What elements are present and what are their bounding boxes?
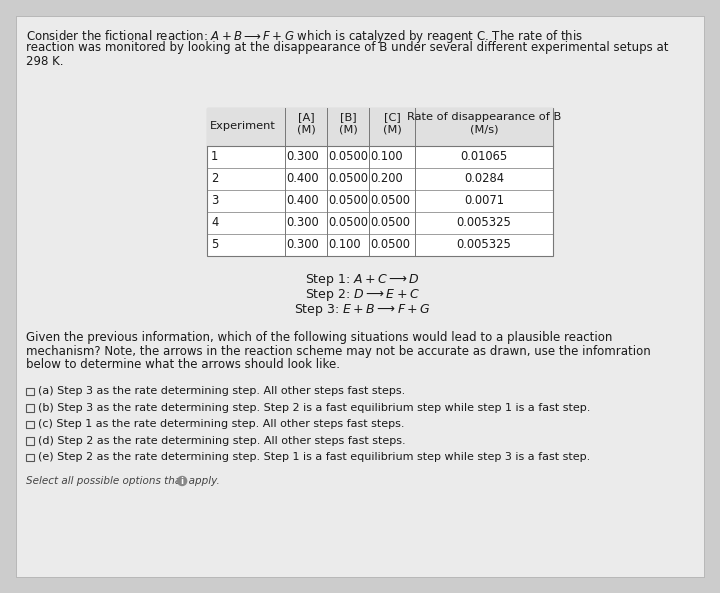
Text: 1: 1 bbox=[211, 151, 218, 164]
Text: Step 1: $A + C \longrightarrow D$: Step 1: $A + C \longrightarrow D$ bbox=[305, 272, 420, 288]
Text: 298 K.: 298 K. bbox=[26, 55, 63, 68]
Text: (d) Step 2 as the rate determining step. All other steps fast steps.: (d) Step 2 as the rate determining step.… bbox=[37, 436, 405, 446]
Text: 5: 5 bbox=[211, 238, 218, 251]
Text: 0.300: 0.300 bbox=[286, 151, 319, 164]
Text: reaction was monitored by looking at the disappearance of B under several differ: reaction was monitored by looking at the… bbox=[26, 42, 668, 55]
Text: 0.400: 0.400 bbox=[286, 195, 319, 208]
Text: 0.0500: 0.0500 bbox=[328, 216, 368, 229]
Text: 0.0284: 0.0284 bbox=[464, 173, 504, 186]
Text: [C]: [C] bbox=[384, 112, 400, 122]
Text: mechanism? Note, the arrows in the reaction scheme may not be accurate as drawn,: mechanism? Note, the arrows in the react… bbox=[26, 345, 651, 358]
Text: 2: 2 bbox=[211, 173, 218, 186]
Text: 0.0500: 0.0500 bbox=[370, 238, 410, 251]
Text: 0.300: 0.300 bbox=[286, 216, 319, 229]
Bar bbox=[26, 454, 34, 461]
Bar bbox=[207, 108, 553, 256]
Text: 0.0071: 0.0071 bbox=[464, 195, 504, 208]
Text: Consider the fictional reaction: $A + B \longrightarrow F + G$ which is catalyze: Consider the fictional reaction: $A + B … bbox=[26, 28, 583, 45]
Text: 0.01065: 0.01065 bbox=[460, 151, 508, 164]
Text: [A]: [A] bbox=[297, 112, 315, 122]
Text: 4: 4 bbox=[211, 216, 218, 229]
FancyBboxPatch shape bbox=[16, 16, 704, 577]
Text: [B]: [B] bbox=[340, 112, 356, 122]
Text: Step 2: $D \longrightarrow E + C$: Step 2: $D \longrightarrow E + C$ bbox=[305, 287, 420, 303]
Text: 0.100: 0.100 bbox=[370, 151, 402, 164]
Text: i: i bbox=[181, 477, 184, 486]
Text: (M): (M) bbox=[297, 124, 315, 134]
Bar bbox=[26, 404, 34, 412]
Text: (b) Step 3 as the rate determining step. Step 2 is a fast equilibrium step while: (b) Step 3 as the rate determining step.… bbox=[37, 403, 590, 413]
Text: 0.0500: 0.0500 bbox=[328, 195, 368, 208]
Text: 0.400: 0.400 bbox=[286, 173, 319, 186]
Text: below to determine what the arrows should look like.: below to determine what the arrows shoul… bbox=[26, 358, 340, 371]
Text: 0.005325: 0.005325 bbox=[456, 216, 511, 229]
Text: 0.100: 0.100 bbox=[328, 238, 361, 251]
Text: 0.005325: 0.005325 bbox=[456, 238, 511, 251]
Bar bbox=[26, 387, 34, 395]
Text: 0.200: 0.200 bbox=[370, 173, 402, 186]
Text: Select all possible options that apply.: Select all possible options that apply. bbox=[26, 476, 220, 486]
Text: (e) Step 2 as the rate determining step. Step 1 is a fast equilibrium step while: (e) Step 2 as the rate determining step.… bbox=[37, 452, 590, 463]
Text: (M/s): (M/s) bbox=[469, 124, 498, 134]
Text: 0.300: 0.300 bbox=[286, 238, 319, 251]
Circle shape bbox=[178, 477, 186, 486]
Text: Experiment: Experiment bbox=[210, 121, 276, 131]
Text: 0.0500: 0.0500 bbox=[370, 216, 410, 229]
Text: 3: 3 bbox=[211, 195, 218, 208]
Text: Rate of disappearance of B: Rate of disappearance of B bbox=[407, 112, 561, 122]
Text: 0.0500: 0.0500 bbox=[328, 151, 368, 164]
Text: (a) Step 3 as the rate determining step. All other steps fast steps.: (a) Step 3 as the rate determining step.… bbox=[37, 386, 405, 396]
Bar bbox=[26, 420, 34, 428]
Text: 0.0500: 0.0500 bbox=[370, 195, 410, 208]
Bar bbox=[26, 437, 34, 445]
Bar bbox=[207, 108, 553, 146]
Text: Step 3: $E + B \longrightarrow F + G$: Step 3: $E + B \longrightarrow F + G$ bbox=[294, 302, 431, 318]
Text: (c) Step 1 as the rate determining step. All other steps fast steps.: (c) Step 1 as the rate determining step.… bbox=[37, 419, 404, 429]
Text: (M): (M) bbox=[338, 124, 357, 134]
Text: Given the previous information, which of the following situations would lead to : Given the previous information, which of… bbox=[26, 331, 613, 344]
Text: (M): (M) bbox=[382, 124, 401, 134]
Text: 0.0500: 0.0500 bbox=[328, 173, 368, 186]
